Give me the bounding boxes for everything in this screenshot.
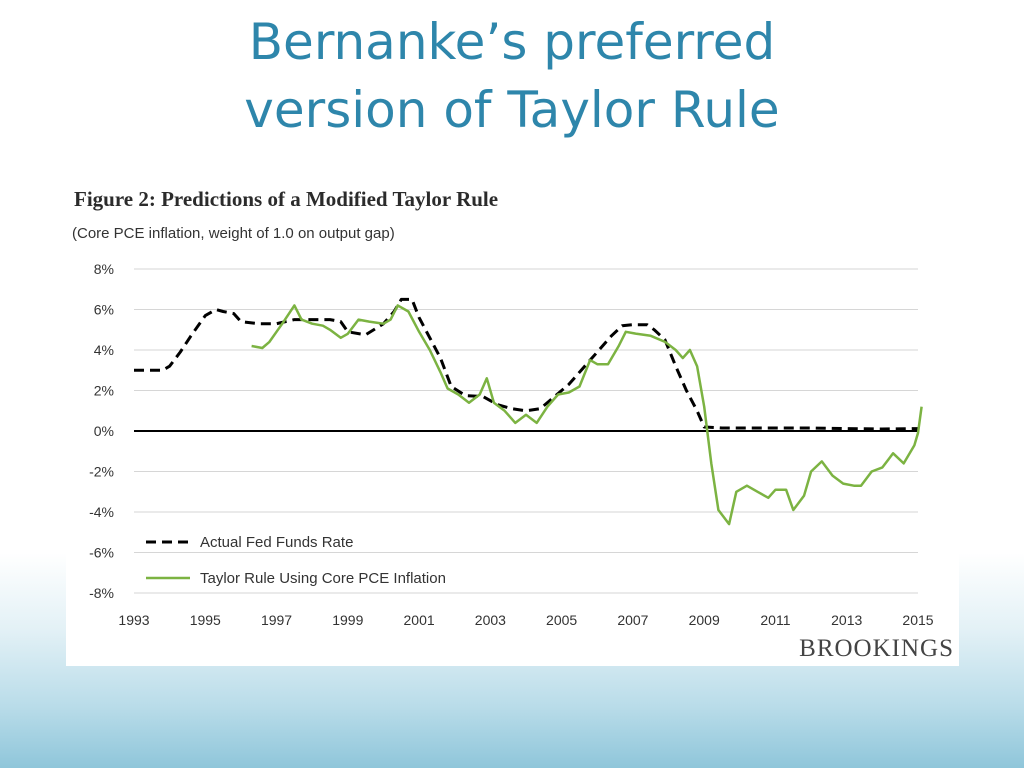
x-tick-label: 2009 bbox=[689, 612, 720, 628]
legend-label: Taylor Rule Using Core PCE Inflation bbox=[200, 570, 446, 587]
x-tick-label: 2007 bbox=[617, 612, 648, 628]
x-tick-label: 2001 bbox=[404, 612, 435, 628]
x-tick-label: 1995 bbox=[190, 612, 221, 628]
y-tick-label: -8% bbox=[89, 585, 114, 601]
slide-title-line-2: version of Taylor Rule bbox=[244, 81, 780, 139]
y-tick-label: 4% bbox=[94, 342, 114, 358]
legend-label: Actual Fed Funds Rate bbox=[200, 534, 353, 551]
x-tick-label: 2013 bbox=[831, 612, 862, 628]
slide-title-line-1: Bernanke’s preferred bbox=[248, 13, 776, 71]
series-line-taylor-rule bbox=[251, 304, 923, 526]
x-tick-label: 2011 bbox=[760, 612, 790, 628]
line-chart: 8% 6% 4% 2% 0% -2% -4% -6% -8%1993 1995 1997 1999 20… bbox=[89, 261, 954, 662]
x-tick-label: 1997 bbox=[261, 612, 292, 628]
y-tick-label: -4% bbox=[89, 504, 114, 520]
source-label: BROOKINGS bbox=[799, 635, 954, 662]
x-tick-label: 2015 bbox=[902, 612, 933, 628]
series-line-fed-funds bbox=[134, 297, 919, 431]
x-tick-label: 2003 bbox=[475, 612, 506, 628]
x-tick-label: 1993 bbox=[118, 612, 149, 628]
figure-subtitle: (Core PCE inflation, weight of 1.0 on ou… bbox=[72, 225, 395, 242]
y-tick-label: -6% bbox=[89, 545, 114, 561]
slide-title: Bernanke’s preferred version of Taylor R… bbox=[0, 8, 1024, 144]
x-tick-label: 2005 bbox=[546, 612, 577, 628]
y-tick-label: 0% bbox=[94, 423, 114, 439]
x-tick-label: 1999 bbox=[332, 612, 363, 628]
y-tick-label: 8% bbox=[94, 261, 114, 277]
y-tick-label: -2% bbox=[89, 464, 114, 480]
figure-title: Figure 2: Predictions of a Modified Tayl… bbox=[74, 187, 499, 211]
y-tick-label: 6% bbox=[94, 302, 114, 318]
figure-panel: Figure 2: Predictions of a Modified Tayl… bbox=[66, 183, 959, 666]
y-tick-label: 2% bbox=[94, 383, 114, 399]
